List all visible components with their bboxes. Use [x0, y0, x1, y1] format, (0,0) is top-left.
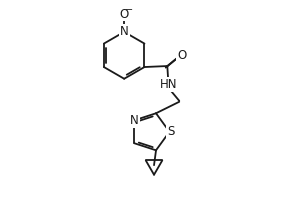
Text: O: O: [120, 8, 129, 21]
Text: S: S: [167, 125, 174, 138]
Text: HN: HN: [160, 78, 177, 91]
Text: N: N: [130, 114, 139, 127]
Text: N: N: [120, 25, 129, 38]
Text: −: −: [124, 5, 133, 15]
Text: O: O: [177, 49, 186, 62]
